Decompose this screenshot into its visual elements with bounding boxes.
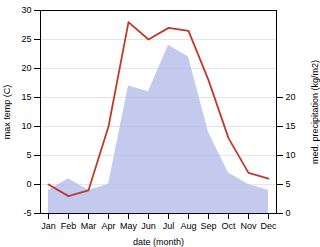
svg-text:10: 10 [21, 121, 31, 131]
svg-text:15: 15 [286, 121, 296, 131]
svg-text:Mar: Mar [81, 221, 97, 231]
svg-text:15: 15 [21, 92, 31, 102]
svg-text:Sep: Sep [200, 221, 216, 231]
svg-text:0: 0 [286, 208, 291, 218]
svg-text:20: 20 [21, 63, 31, 73]
svg-text:Jan: Jan [41, 221, 56, 231]
svg-text:Feb: Feb [61, 221, 77, 231]
svg-text:30: 30 [21, 5, 31, 15]
svg-text:Jul: Jul [163, 221, 175, 231]
svg-text:25: 25 [21, 34, 31, 44]
svg-text:Aug: Aug [180, 221, 196, 231]
svg-text:max temp (C): max temp (C) [2, 85, 12, 140]
svg-text:med. precipitation (kg/m2): med. precipitation (kg/m2) [310, 60, 320, 164]
svg-text:5: 5 [286, 179, 291, 189]
svg-text:Oct: Oct [221, 221, 236, 231]
svg-text:Jun: Jun [141, 221, 156, 231]
svg-text:Nov: Nov [240, 221, 257, 231]
svg-text:Apr: Apr [101, 221, 115, 231]
svg-text:10: 10 [286, 150, 296, 160]
svg-text:5: 5 [26, 150, 31, 160]
svg-text:Dec: Dec [260, 221, 277, 231]
svg-text:-5: -5 [23, 208, 31, 218]
svg-text:date (month): date (month) [133, 237, 184, 247]
svg-text:0: 0 [26, 179, 31, 189]
svg-text:May: May [120, 221, 138, 231]
svg-text:20: 20 [286, 92, 296, 102]
